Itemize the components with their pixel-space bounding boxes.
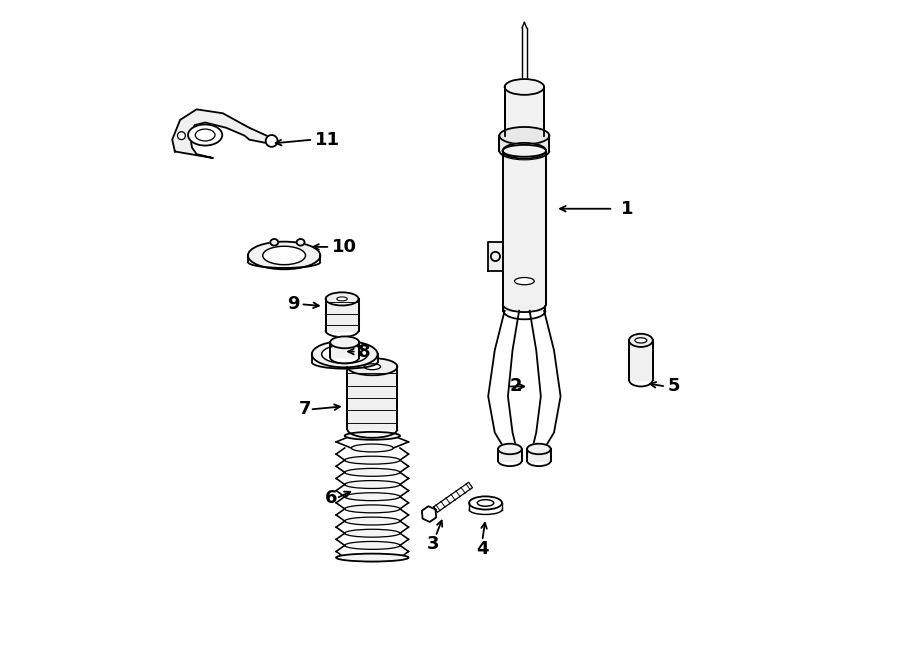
Text: 2: 2 bbox=[509, 377, 522, 395]
Ellipse shape bbox=[345, 481, 400, 488]
Polygon shape bbox=[326, 299, 358, 330]
Polygon shape bbox=[488, 242, 503, 271]
Polygon shape bbox=[503, 151, 546, 304]
Text: 3: 3 bbox=[427, 535, 439, 553]
Ellipse shape bbox=[326, 292, 358, 305]
Text: 1: 1 bbox=[621, 200, 634, 217]
Ellipse shape bbox=[345, 469, 400, 477]
Ellipse shape bbox=[345, 492, 400, 500]
Ellipse shape bbox=[270, 239, 278, 246]
Text: 9: 9 bbox=[287, 295, 300, 313]
Ellipse shape bbox=[351, 444, 393, 452]
Ellipse shape bbox=[321, 345, 368, 364]
Ellipse shape bbox=[500, 127, 549, 144]
Text: 10: 10 bbox=[331, 238, 356, 256]
Circle shape bbox=[177, 132, 185, 139]
Ellipse shape bbox=[263, 247, 305, 264]
Polygon shape bbox=[500, 136, 549, 151]
Ellipse shape bbox=[347, 358, 397, 375]
Ellipse shape bbox=[469, 496, 502, 510]
Ellipse shape bbox=[503, 145, 546, 157]
Ellipse shape bbox=[330, 336, 359, 348]
Text: 6: 6 bbox=[325, 489, 338, 508]
Ellipse shape bbox=[635, 338, 647, 343]
Text: 7: 7 bbox=[299, 401, 311, 418]
Ellipse shape bbox=[345, 432, 400, 440]
Polygon shape bbox=[172, 109, 273, 158]
Ellipse shape bbox=[188, 124, 222, 145]
Polygon shape bbox=[629, 340, 652, 380]
Polygon shape bbox=[527, 449, 551, 461]
Polygon shape bbox=[434, 483, 473, 512]
Polygon shape bbox=[498, 449, 522, 461]
Circle shape bbox=[266, 135, 277, 147]
Ellipse shape bbox=[337, 297, 347, 301]
Polygon shape bbox=[505, 87, 544, 136]
Ellipse shape bbox=[503, 272, 545, 290]
Ellipse shape bbox=[527, 444, 551, 454]
Text: 11: 11 bbox=[315, 131, 340, 149]
Ellipse shape bbox=[503, 143, 546, 159]
Ellipse shape bbox=[345, 505, 400, 513]
Ellipse shape bbox=[297, 239, 304, 246]
Ellipse shape bbox=[629, 334, 652, 347]
Ellipse shape bbox=[248, 242, 320, 269]
Polygon shape bbox=[347, 367, 397, 429]
Ellipse shape bbox=[195, 129, 215, 141]
Polygon shape bbox=[503, 281, 545, 311]
Ellipse shape bbox=[345, 517, 400, 525]
Polygon shape bbox=[422, 506, 436, 522]
Ellipse shape bbox=[345, 541, 400, 549]
Ellipse shape bbox=[345, 456, 400, 464]
Text: 4: 4 bbox=[476, 540, 489, 558]
Ellipse shape bbox=[345, 529, 400, 537]
Text: 5: 5 bbox=[667, 377, 680, 395]
Ellipse shape bbox=[515, 278, 535, 285]
Polygon shape bbox=[330, 342, 359, 358]
Polygon shape bbox=[511, 311, 537, 449]
Ellipse shape bbox=[345, 554, 400, 562]
Ellipse shape bbox=[336, 554, 409, 562]
Ellipse shape bbox=[505, 79, 544, 95]
Text: 8: 8 bbox=[358, 342, 371, 360]
Ellipse shape bbox=[477, 500, 494, 506]
Ellipse shape bbox=[311, 341, 378, 368]
Ellipse shape bbox=[498, 444, 522, 454]
Ellipse shape bbox=[364, 364, 381, 369]
